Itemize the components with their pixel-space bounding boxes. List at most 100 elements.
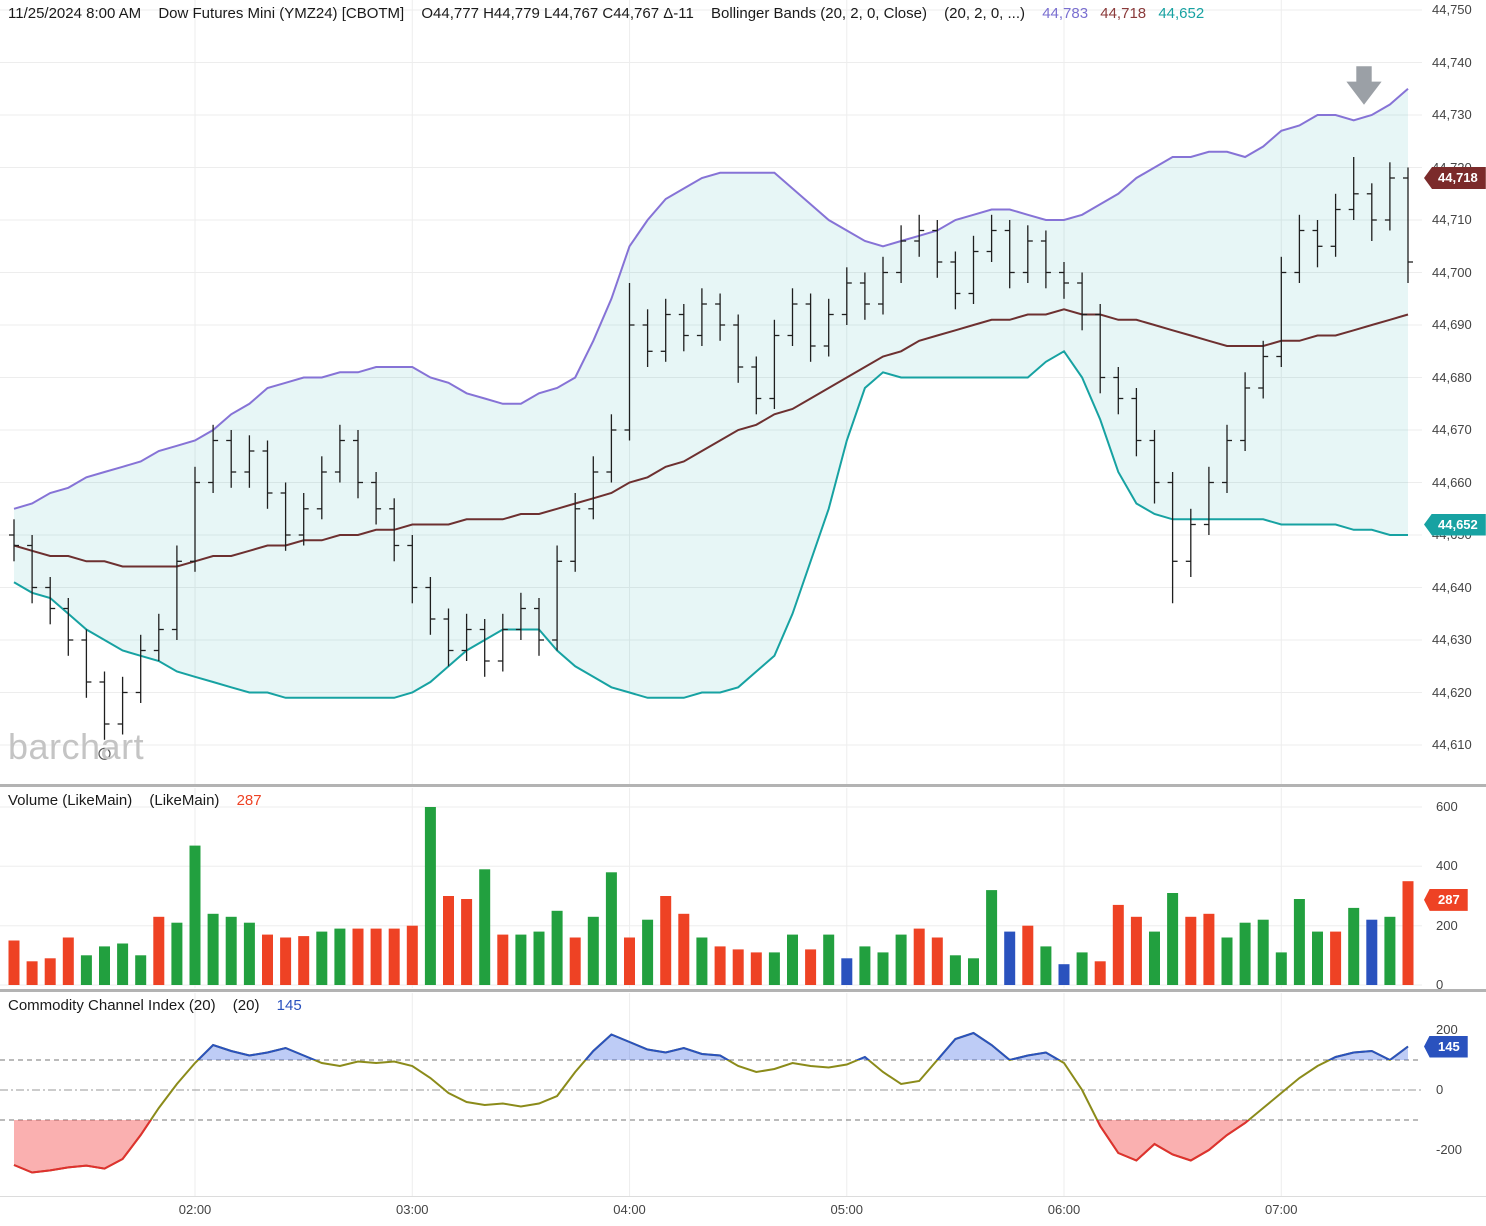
- ohlc-bar: [1131, 388, 1142, 457]
- price-axis-label: 44,750: [1432, 2, 1472, 17]
- cci-axis-label: -200: [1436, 1142, 1463, 1157]
- volume-bar: [298, 936, 310, 985]
- header-datetime: 11/25/2024 8:00 AM: [8, 5, 142, 22]
- volume-bar: [443, 896, 454, 985]
- cci-badge: 145: [1424, 1035, 1468, 1058]
- volume-bar: [1402, 881, 1414, 985]
- panel-divider[interactable]: [0, 784, 1486, 787]
- volume-bar: [931, 937, 943, 985]
- ohlc-bar: [27, 535, 38, 604]
- ohlc-bar: [262, 440, 273, 509]
- ohlc-bar: [135, 634, 146, 703]
- lower-band-badge: 44,652: [1424, 513, 1486, 536]
- volume-bar: [262, 934, 273, 985]
- volume-bar: [1149, 931, 1160, 985]
- volume-bar: [44, 958, 56, 985]
- ohlc-bar: [841, 267, 852, 325]
- ohlc-bar: [678, 304, 689, 352]
- ohlc-bar: [1403, 167, 1413, 283]
- volume-bar: [949, 955, 961, 985]
- volume-bar: [551, 910, 563, 985]
- volume-bar: [1330, 931, 1342, 985]
- volume-bar: [352, 928, 364, 985]
- cci-oversold-fill: [14, 1120, 1408, 1173]
- volume-bar: [1022, 925, 1034, 985]
- ohlc-bar: [696, 288, 707, 346]
- volume-bar: [479, 869, 491, 985]
- ohlc-bar: [407, 535, 418, 604]
- price-axis-label: 44,640: [1432, 579, 1472, 595]
- volume-bar: [153, 916, 165, 985]
- price-axis-label: 44,610: [1432, 737, 1472, 752]
- ohlc-bar: [190, 466, 200, 572]
- volume-bar: [1130, 916, 1142, 985]
- volume-bar: [696, 937, 708, 985]
- volume-bar: [280, 937, 292, 985]
- ohlc-bar: [389, 498, 400, 562]
- volume-bar: [533, 931, 545, 985]
- chart-header: 11/25/2024 8:00 AM Dow Futures Mini (YMZ…: [8, 5, 1217, 22]
- ohlc-bar: [950, 251, 961, 310]
- header-ohlc-values: O44,777 H44,779 L44,767 C44,767 Δ-11: [421, 5, 694, 22]
- ohlc-bar: [334, 424, 345, 483]
- time-axis-label: 07:00: [1264, 1202, 1298, 1217]
- header-indicator-params: (20, 2, 0, ...): [944, 5, 1026, 22]
- time-axis-label: 03:00: [396, 1202, 429, 1217]
- volume-bar: [587, 916, 599, 985]
- ohlc-bar: [769, 319, 780, 409]
- ohlc-bar: [63, 598, 74, 656]
- volume-bar: [768, 952, 780, 985]
- volume-bar: [26, 961, 38, 985]
- ohlc-bar: [1040, 230, 1051, 289]
- ohlc-bar: [171, 545, 182, 640]
- volume-badge: 287: [1424, 888, 1468, 911]
- cci-title: Commodity Channel Index (20): [8, 997, 216, 1014]
- time-axis-label: 06:00: [1047, 1202, 1081, 1217]
- volume-bar: [1293, 899, 1305, 985]
- volume-bar: [171, 922, 183, 985]
- barchart-logo: barchart: [8, 726, 145, 767]
- volume-bar: [189, 845, 201, 985]
- ohlc-bar: [805, 293, 816, 362]
- volume-bar: [207, 913, 219, 985]
- down-arrow-glyph: [1346, 66, 1382, 105]
- ohlc-bar: [443, 608, 454, 667]
- header-upper-band-value: 44,783: [1042, 5, 1089, 22]
- time-axis-label: 05:00: [830, 1202, 864, 1217]
- volume-title: Volume (LikeMain): [8, 792, 133, 809]
- volume-bars: [8, 807, 1414, 985]
- cci-grid: [0, 993, 1422, 1196]
- ohlc-bar: [1366, 183, 1377, 241]
- volume-bar: [370, 928, 382, 985]
- panel-divider[interactable]: [0, 989, 1486, 992]
- price-chart[interactable]: [0, 0, 1422, 786]
- ohlc-bar: [244, 435, 255, 488]
- volume-chart[interactable]: [0, 788, 1422, 988]
- volume-bar: [135, 955, 147, 985]
- volume-bar: [968, 958, 979, 985]
- cci-axis-label: 200: [1436, 1022, 1458, 1037]
- volume-bar: [805, 949, 817, 985]
- volume-bar: [1185, 916, 1197, 985]
- price-axis-label: 44,670: [1432, 422, 1472, 437]
- volume-bar: [515, 934, 527, 985]
- ohlc-bar: [117, 676, 128, 735]
- price-axis-label: 44,630: [1432, 632, 1472, 647]
- volume-axis-label: 0: [1436, 977, 1444, 992]
- volume-bar: [642, 919, 654, 985]
- ohlc-bar: [859, 272, 870, 320]
- ohlc-bar: [914, 214, 925, 257]
- price-axis-label: 44,680: [1432, 369, 1472, 385]
- volume-bar: [841, 958, 853, 985]
- volume-bar: [732, 949, 744, 985]
- ohlc-bar: [371, 472, 382, 525]
- cci-chart[interactable]: [0, 993, 1422, 1196]
- scroll-down-arrow-icon[interactable]: [1342, 64, 1386, 108]
- volume-bar: [117, 943, 129, 985]
- volume-bar: [316, 931, 328, 985]
- ohlc-bar: [1095, 304, 1106, 394]
- cci-header: Commodity Channel Index (20) (20) 145: [8, 997, 315, 1014]
- volume-bar: [406, 925, 418, 985]
- volume-bar: [750, 952, 762, 985]
- volume-bar: [605, 872, 617, 985]
